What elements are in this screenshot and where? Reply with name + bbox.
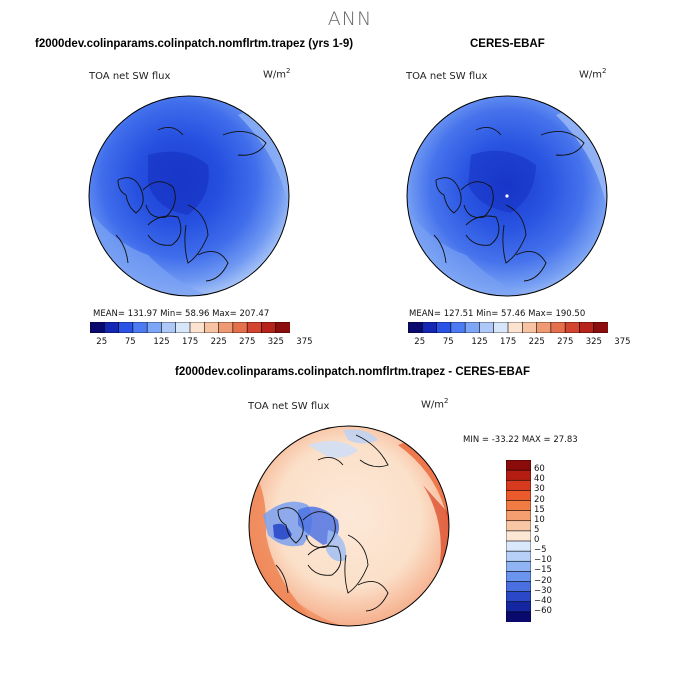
obs-units-label: W/m2 (579, 67, 607, 81)
colorbar-tick-label: 40 (534, 474, 545, 485)
diff-colorbar (506, 460, 531, 622)
colorbar-swatch (203, 322, 220, 333)
model-variable-label: TOA net SW flux (89, 71, 171, 82)
diff-colorbar-labels: 60 40 30 20 15 10 5 0 −5 −10 −15 −20 −30 −40 −60 (534, 460, 574, 622)
model-colorbar (90, 322, 290, 333)
main-title: ANN (327, 8, 373, 30)
colorbar-swatch (506, 550, 531, 562)
colorbar-swatch (506, 581, 531, 593)
colorbar-swatch (507, 322, 523, 333)
colorbar-swatch (593, 322, 608, 333)
colorbar-swatch (564, 322, 581, 333)
colorbar-swatch (506, 510, 531, 522)
colorbar-swatch (506, 560, 531, 572)
colorbar-swatch (218, 322, 234, 333)
colorbar-swatch (408, 322, 423, 333)
colorbar-tick-label: 275 (239, 337, 256, 347)
obs-polar-map (406, 95, 608, 297)
obs-colorbar-labels: 25 75 125 175 225 275 325 375 (408, 337, 630, 349)
colorbar-tick-label: 375 (296, 337, 313, 347)
colorbar-swatch (506, 540, 531, 552)
diff-units-label: W/m2 (421, 397, 449, 411)
colorbar-tick-label: 25 (414, 337, 426, 347)
diff-polar-map (248, 425, 450, 627)
colorbar-tick-label: 10 (534, 514, 545, 525)
colorbar-swatch (506, 469, 531, 481)
colorbar-swatch (506, 530, 531, 542)
colorbar-tick-label: −5 (534, 545, 547, 556)
colorbar-tick-label: 75 (442, 337, 454, 347)
colorbar-swatch (506, 460, 531, 471)
colorbar-tick-label: 175 (500, 337, 517, 347)
colorbar-swatch (450, 322, 466, 333)
colorbar-swatch (421, 322, 438, 333)
colorbar-tick-label: 375 (614, 337, 631, 347)
colorbar-swatch (232, 322, 248, 333)
colorbar-swatch (506, 500, 531, 512)
colorbar-swatch (118, 322, 134, 333)
colorbar-tick-label: 5 (534, 524, 540, 535)
colorbar-swatch (506, 571, 531, 583)
colorbar-swatch (579, 322, 595, 333)
colorbar-swatch (161, 322, 177, 333)
colorbar-tick-label: 25 (96, 337, 108, 347)
colorbar-swatch (506, 520, 531, 532)
colorbar-tick-label: 225 (528, 337, 545, 347)
colorbar-swatch (189, 322, 205, 333)
colorbar-swatch (146, 322, 163, 333)
colorbar-swatch (275, 322, 290, 333)
colorbar-tick-label: −30 (534, 585, 552, 596)
colorbar-tick-label: −15 (534, 565, 552, 576)
colorbar-tick-label: 175 (182, 337, 199, 347)
colorbar-swatch (479, 322, 495, 333)
model-polar-map (88, 95, 290, 297)
diff-stats: MIN = -33.22 MAX = 27.83 (463, 435, 578, 445)
colorbar-swatch (175, 322, 191, 333)
diff-panel-title: f2000dev.colinparams.colinpatch.nomflrtm… (175, 366, 531, 378)
colorbar-swatch (103, 322, 120, 333)
obs-colorbar (408, 322, 608, 333)
colorbar-swatch (506, 479, 531, 491)
colorbar-tick-label: 20 (534, 494, 545, 505)
colorbar-tick-label: 75 (124, 337, 136, 347)
colorbar-tick-label: 125 (153, 337, 170, 347)
colorbar-swatch (550, 322, 566, 333)
colorbar-tick-label: 30 (534, 484, 545, 495)
colorbar-tick-label: 225 (210, 337, 227, 347)
colorbar-swatch (536, 322, 552, 333)
diff-variable-label: TOA net SW flux (248, 401, 330, 412)
colorbar-tick-label: −60 (534, 605, 552, 616)
colorbar-tick-label: 125 (471, 337, 488, 347)
model-stats: MEAN= 131.97 Min= 58.96 Max= 207.47 (93, 309, 270, 319)
colorbar-tick-label: 275 (557, 337, 574, 347)
obs-stats: MEAN= 127.51 Min= 57.46 Max= 190.50 (409, 309, 586, 319)
colorbar-swatch (132, 322, 148, 333)
colorbar-swatch (493, 322, 509, 333)
colorbar-tick-label: 15 (534, 504, 545, 515)
colorbar-swatch (506, 601, 531, 613)
colorbar-tick-label: 325 (267, 337, 284, 347)
model-panel-title: f2000dev.colinparams.colinpatch.nomflrtm… (35, 38, 354, 50)
colorbar-swatch (261, 322, 277, 333)
model-colorbar-labels: 25 75 125 175 225 275 325 375 (90, 337, 312, 349)
colorbar-swatch (506, 591, 531, 603)
colorbar-swatch (506, 611, 531, 622)
colorbar-swatch (464, 322, 481, 333)
obs-panel-title: CERES-EBAF (470, 38, 545, 50)
colorbar-tick-label: −10 (534, 555, 552, 566)
model-units-label: W/m2 (263, 67, 291, 81)
colorbar-tick-label: −40 (534, 595, 552, 606)
colorbar-tick-label: 325 (585, 337, 602, 347)
colorbar-swatch (246, 322, 263, 333)
colorbar-swatch (436, 322, 452, 333)
colorbar-swatch (90, 322, 105, 333)
colorbar-tick-label: 0 (534, 535, 540, 545)
obs-variable-label: TOA net SW flux (406, 71, 488, 82)
colorbar-tick-label: 60 (534, 464, 545, 475)
colorbar-swatch (506, 490, 531, 502)
colorbar-tick-label: −20 (534, 575, 552, 586)
colorbar-swatch (521, 322, 538, 333)
